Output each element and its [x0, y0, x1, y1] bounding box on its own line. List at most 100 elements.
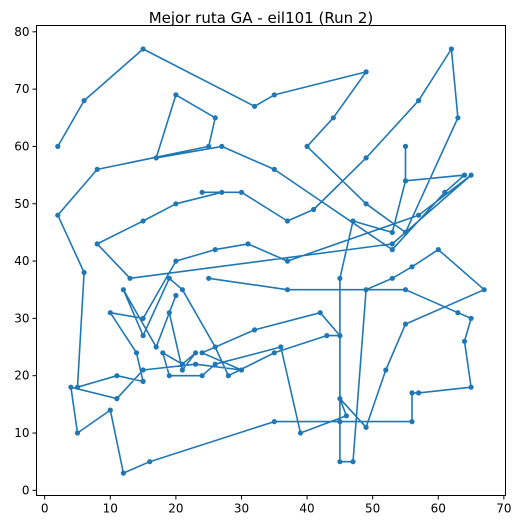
route-point	[402, 143, 409, 149]
route-point	[212, 115, 218, 121]
route-point	[107, 407, 113, 413]
route-point	[337, 275, 343, 281]
x-tick-label: 70	[496, 502, 511, 516]
route-point	[206, 143, 212, 149]
chart-title: Mejor ruta GA - eil101 (Run 2)	[149, 9, 374, 27]
route-line	[56, 48, 486, 474]
plot-area	[55, 46, 487, 476]
route-point	[337, 419, 343, 425]
route-point	[140, 218, 146, 224]
route-point	[416, 98, 422, 104]
x-tick-label: 0	[41, 502, 49, 516]
route-point	[199, 189, 205, 195]
route-point	[114, 396, 120, 402]
route-point	[238, 367, 245, 373]
route-point	[363, 424, 369, 430]
route-point	[409, 419, 415, 425]
route-point	[409, 264, 415, 270]
route-point	[120, 287, 126, 293]
route-point	[133, 350, 140, 356]
route-point	[160, 350, 166, 356]
x-tick-label: 60	[431, 502, 446, 516]
route-point	[448, 46, 454, 52]
route-point	[166, 275, 172, 281]
route-point	[481, 287, 487, 293]
route-point	[153, 344, 159, 350]
route-point	[304, 143, 310, 149]
route-point	[193, 350, 199, 356]
route-point	[402, 178, 409, 184]
route-point	[461, 172, 468, 178]
x-ticks: 0 10 20 30 40 50 60 70	[41, 495, 512, 516]
route-point	[284, 258, 290, 264]
route-point	[219, 143, 225, 149]
y-tick-label: 10	[14, 426, 29, 440]
route-point	[245, 241, 251, 247]
route-point	[173, 92, 179, 98]
route-point	[363, 69, 369, 75]
route-point	[337, 333, 343, 339]
y-tick-label: 60	[14, 139, 29, 153]
route-point	[409, 390, 415, 396]
route-point	[179, 287, 185, 293]
route-point	[461, 338, 468, 344]
route-point	[219, 189, 225, 195]
route-point	[363, 201, 369, 207]
route-point	[179, 367, 185, 373]
route-point	[416, 212, 422, 218]
x-tick-label: 40	[299, 502, 314, 516]
x-tick-label: 30	[234, 502, 249, 516]
route-point	[402, 287, 409, 293]
route-point	[455, 310, 461, 316]
route-point	[389, 247, 395, 253]
route-point	[81, 269, 87, 276]
route-point	[337, 459, 343, 465]
route-point	[140, 378, 146, 384]
route-point	[343, 413, 349, 419]
route-point	[389, 275, 395, 281]
route-point	[166, 310, 172, 316]
route-point	[468, 315, 474, 321]
y-tick-label: 0	[22, 483, 30, 497]
route-point	[317, 310, 323, 316]
route-point	[271, 92, 277, 98]
route-point	[271, 350, 277, 356]
y-tick-label: 70	[14, 82, 29, 96]
route-point	[193, 361, 199, 367]
route-point	[173, 201, 179, 207]
route-point	[416, 390, 422, 396]
route-point	[68, 384, 74, 390]
route-point	[363, 155, 369, 161]
route-point	[297, 430, 304, 436]
route-point	[114, 373, 120, 379]
route-point	[311, 206, 317, 213]
route-point	[140, 46, 146, 52]
route-point	[55, 143, 61, 149]
route-point	[402, 321, 409, 327]
route-points	[55, 46, 487, 476]
route-point	[206, 275, 212, 281]
route-point	[166, 373, 172, 379]
route-point	[212, 361, 218, 367]
route-point	[350, 459, 356, 465]
route-point	[140, 367, 146, 373]
y-tick-label: 30	[14, 311, 29, 325]
route-point	[199, 373, 205, 379]
route-point	[442, 189, 448, 195]
route-point	[324, 333, 330, 339]
x-tick-label: 50	[365, 502, 380, 516]
route-point	[252, 327, 258, 333]
route-point	[389, 229, 395, 235]
route-point	[81, 98, 87, 104]
x-tick-label: 20	[168, 502, 183, 516]
route-point	[330, 115, 336, 121]
route-point	[284, 218, 290, 224]
route-point	[140, 315, 146, 321]
route-point	[127, 275, 133, 281]
route-point	[120, 470, 126, 476]
route-point	[173, 292, 179, 299]
route-point	[271, 419, 277, 425]
route-point	[107, 310, 113, 316]
route-point	[389, 241, 395, 247]
